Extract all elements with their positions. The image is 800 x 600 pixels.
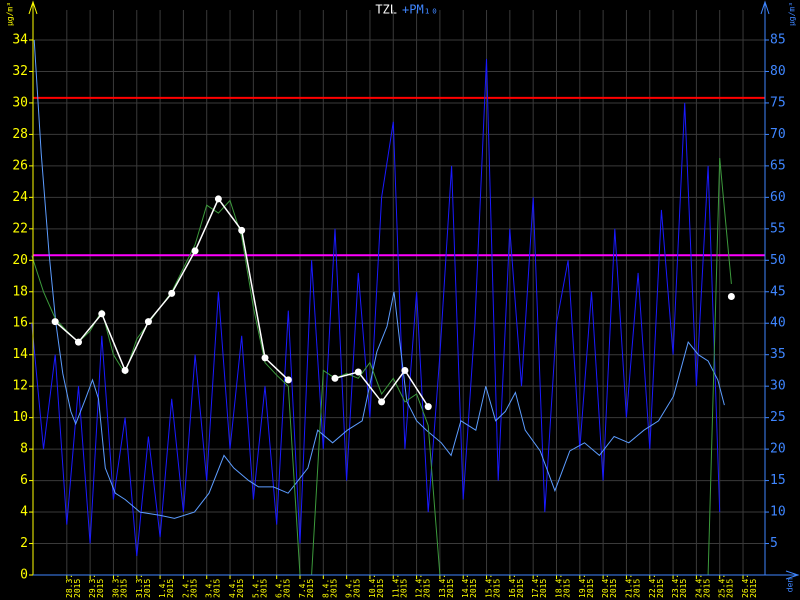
x-tick-label: 31.3.2015 [134, 574, 151, 598]
y-tick-label: 12 [12, 379, 28, 394]
x-tick-label: 24.4.2015 [694, 574, 711, 598]
x-axis-label: den [786, 578, 795, 593]
y2-tick-label: 20 [770, 442, 786, 457]
y2-tick-label: 70 [770, 127, 786, 142]
x-tick-label: 28.3.2015 [64, 574, 81, 598]
x-tick-label: 22.4.2015 [647, 574, 664, 598]
y2-tick-label: 45 [770, 284, 786, 299]
x-tick-label: 29.3.2015 [88, 574, 105, 598]
x-tick-label: 19.4.2015 [577, 574, 594, 598]
y-tick-label: 14 [12, 347, 28, 362]
y2-tick-label: 35 [770, 347, 786, 362]
x-tick-label: 7.4.2015 [297, 579, 314, 598]
x-tick-label: 14.4.2015 [461, 574, 478, 598]
x-tick-label: 25.4.2015 [717, 574, 734, 598]
y2-tick-label: 60 [770, 190, 786, 205]
y-tick-label: 24 [12, 190, 28, 205]
data-point [214, 195, 222, 203]
data-point [261, 354, 269, 362]
y-axis-arrow [28, 0, 38, 15]
x-tick-label: 5.4.2015 [251, 579, 268, 598]
y-tick-label: 16 [12, 316, 28, 331]
y-tick-label: 32 [12, 64, 28, 79]
x-tick-label: 15.4.2015 [484, 574, 501, 598]
y-tick-label: 34 [12, 33, 28, 48]
y2-tick-label: 10 [770, 505, 786, 520]
y2-tick-label: 80 [770, 64, 786, 79]
y-tick-label: 22 [12, 221, 28, 236]
data-line [31, 58, 721, 557]
x-tick-label: 11.4.2015 [391, 574, 408, 598]
x-tick-label: 1.4.2015 [158, 579, 175, 598]
data-point [401, 366, 409, 374]
x-tick-label: 23.4.2015 [671, 574, 688, 598]
x-tick-label: 18.4.2015 [554, 574, 571, 598]
y-tick-label: 4 [20, 505, 28, 520]
x-axis-arrow [785, 570, 800, 580]
data-point [354, 368, 362, 376]
y2-axis-arrow [760, 0, 770, 15]
x-tick-label: 13.4.2015 [437, 574, 454, 598]
chart-title-2: +PM₁₀ [402, 3, 438, 17]
data-point [168, 289, 176, 297]
data-point [121, 366, 129, 374]
x-tick-label: 12.4.2015 [414, 574, 431, 598]
y-tick-label: 20 [12, 253, 28, 268]
x-tick-label: 3.4.2015 [204, 579, 221, 598]
y-tick-label: 0 [20, 568, 28, 583]
y2-tick-label: 5 [770, 536, 778, 551]
y-tick-label: 28 [12, 127, 28, 142]
y-tick-label: 18 [12, 284, 28, 299]
x-tick-label: 17.4.2015 [531, 574, 548, 598]
y-tick-label: 2 [20, 536, 28, 551]
y2-tick-label: 65 [770, 158, 786, 173]
y-tick-label: 10 [12, 410, 28, 425]
y2-tick-label: 30 [770, 379, 786, 394]
y2-tick-label: 85 [770, 33, 786, 48]
y-tick-label: 30 [12, 95, 28, 110]
data-point [74, 338, 82, 346]
y-axis-label: µg/m³ [6, 2, 15, 26]
data-point [331, 374, 339, 382]
x-tick-label: 20.4.2015 [601, 574, 618, 598]
y2-axis-label: µg/m³ [788, 2, 797, 26]
data-point [98, 310, 106, 318]
x-tick-label: 21.4.2015 [624, 574, 641, 598]
x-tick-label: 30.3.2015 [111, 574, 128, 598]
y2-tick-label: 50 [770, 253, 786, 268]
x-tick-label: 6.4.2015 [274, 579, 291, 598]
y2-tick-label: 75 [770, 95, 786, 110]
x-tick-label: 8.4.2015 [321, 579, 338, 598]
x-tick-label: 10.4.2015 [367, 574, 384, 598]
y-tick-label: 8 [20, 442, 28, 457]
y2-tick-label: 40 [770, 316, 786, 331]
x-tick-label: 9.4.2015 [344, 579, 361, 598]
data-point [191, 247, 199, 255]
y2-tick-label: 55 [770, 221, 786, 236]
x-tick-label: 2.4.2015 [181, 579, 198, 598]
data-point [378, 398, 386, 406]
x-tick-label: 4.4.2015 [228, 579, 245, 598]
data-point [238, 226, 246, 234]
data-point [727, 292, 735, 300]
x-tick-label: 16.4.2015 [507, 574, 524, 598]
y-tick-label: 6 [20, 473, 28, 488]
data-line [33, 39, 725, 519]
y-tick-label: 26 [12, 158, 28, 173]
data-point [144, 318, 152, 326]
data-point [424, 403, 432, 411]
y2-tick-label: 25 [770, 410, 786, 425]
y2-tick-label: 15 [770, 473, 786, 488]
data-point [284, 376, 292, 384]
x-tick-label: 26.4.2015 [741, 574, 758, 598]
data-point [51, 318, 59, 326]
chart-title: TZL [375, 3, 397, 17]
